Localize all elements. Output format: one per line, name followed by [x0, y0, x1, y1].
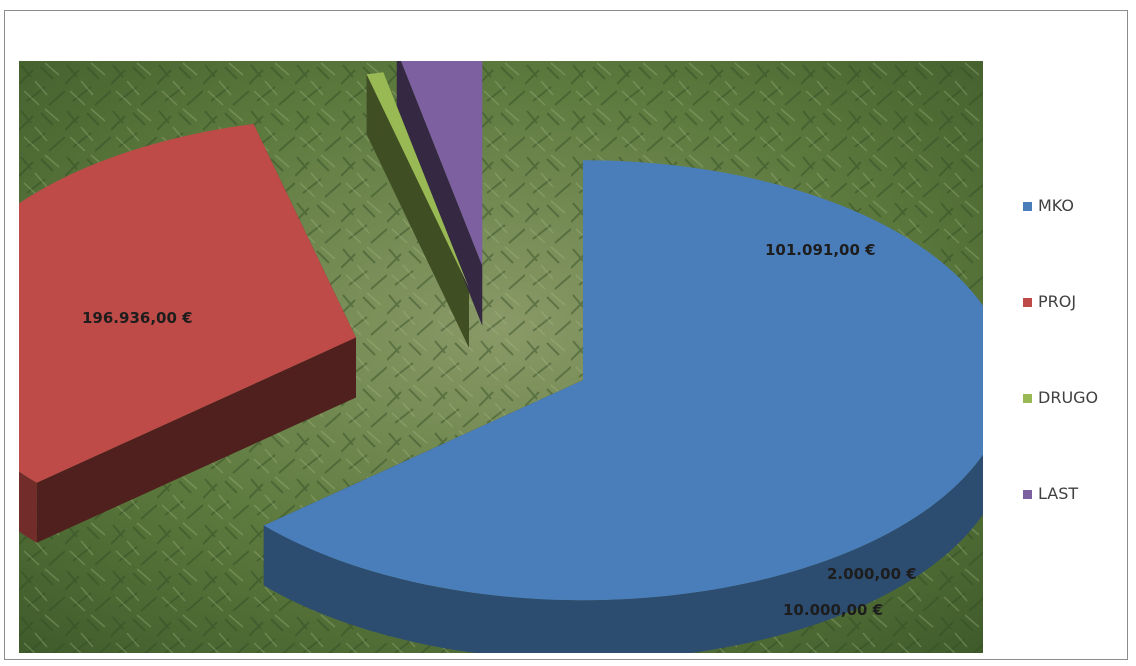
legend-label-drugo: DRUGO — [1038, 388, 1099, 407]
legend-swatch-mko — [1023, 202, 1032, 211]
chart-frame: 196.936,00 € 101.091,00 € 2.000,00 € 10.… — [4, 10, 1128, 660]
slice-wall-proj-0 — [36, 337, 356, 543]
slice-drugo — [366, 72, 469, 288]
plot-area: 196.936,00 € 101.091,00 € 2.000,00 € 10.… — [19, 61, 983, 653]
legend-swatch-proj — [1023, 298, 1032, 307]
slice-side-mko — [263, 454, 983, 653]
legend-label-proj: PROJ — [1038, 292, 1077, 311]
legend-swatch-last — [1023, 490, 1032, 499]
slice-last — [401, 61, 483, 266]
slice-proj — [19, 123, 356, 483]
pie-chart — [19, 61, 983, 653]
data-label-drugo: 2.000,00 € — [827, 565, 917, 583]
data-label-mko: 196.936,00 € — [82, 309, 193, 327]
legend-label-mko: MKO — [1038, 196, 1075, 215]
legend-label-last: LAST — [1038, 484, 1079, 503]
data-label-proj: 101.091,00 € — [765, 241, 876, 259]
slice-mko — [263, 160, 983, 601]
slice-wall-last-0 — [396, 61, 483, 326]
data-label-last: 10.000,00 € — [783, 601, 884, 619]
legend-swatch-drugo — [1023, 394, 1032, 403]
slice-side-proj — [19, 471, 37, 543]
